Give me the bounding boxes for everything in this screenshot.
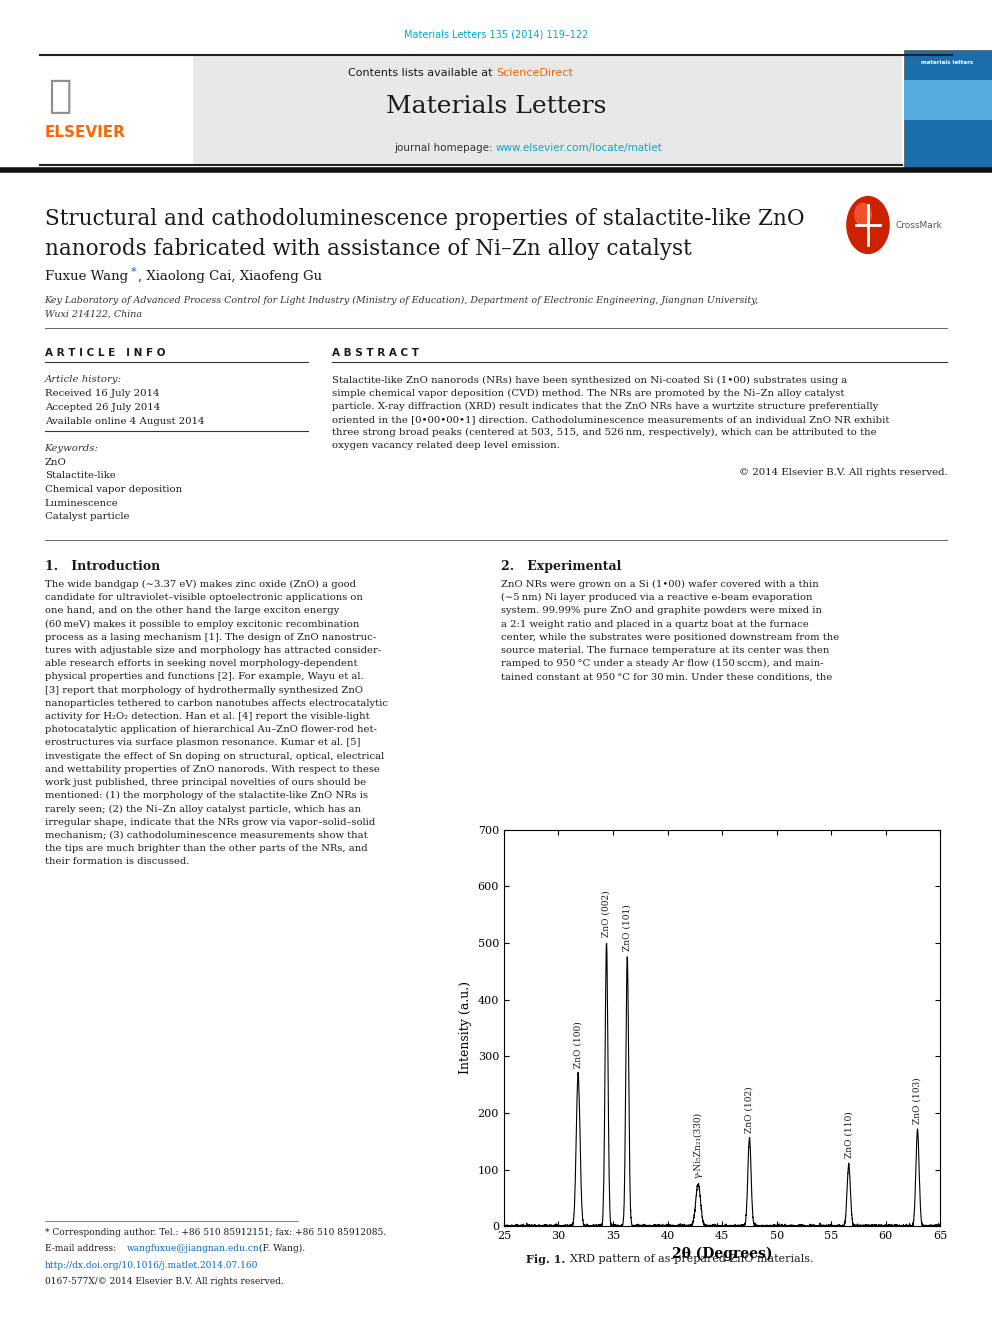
Text: The wide bandgap (∼3.37 eV) makes zinc oxide (ZnO) a good: The wide bandgap (∼3.37 eV) makes zinc o… [45, 579, 356, 589]
Text: tures with adjustable size and morphology has attracted consider-: tures with adjustable size and morpholog… [45, 646, 381, 655]
Text: particle. X-ray diffraction (XRD) result indicates that the ZnO NRs have a wurtz: particle. X-ray diffraction (XRD) result… [332, 402, 879, 411]
Text: oxygen vacancy related deep level emission.: oxygen vacancy related deep level emissi… [332, 441, 560, 450]
Text: ramped to 950 °C under a steady Ar flow (150 sccm), and main-: ramped to 950 °C under a steady Ar flow … [501, 659, 823, 668]
Text: Received 16 July 2014: Received 16 July 2014 [45, 389, 159, 398]
Text: ZnO (101): ZnO (101) [623, 905, 632, 951]
Text: ZnO (110): ZnO (110) [844, 1111, 853, 1159]
Text: wangfuxue@jiangnan.edu.cn: wangfuxue@jiangnan.edu.cn [127, 1244, 260, 1253]
Bar [904, 50, 992, 169]
Text: (60 meV) makes it possible to employ excitonic recombination: (60 meV) makes it possible to employ exc… [45, 619, 359, 628]
Text: Contents lists available at: Contents lists available at [348, 67, 496, 78]
Text: CrossMark: CrossMark [896, 221, 942, 229]
Text: http://dx.doi.org/10.1016/j.matlet.2014.07.160: http://dx.doi.org/10.1016/j.matlet.2014.… [45, 1261, 258, 1270]
Text: Fig. 1.: Fig. 1. [526, 1254, 565, 1265]
Text: candidate for ultraviolet–visible optoelectronic applications on: candidate for ultraviolet–visible optoel… [45, 593, 362, 602]
Bar [40, 56, 902, 165]
Text: and wettability properties of ZnO nanorods. With respect to these: and wettability properties of ZnO nanoro… [45, 765, 380, 774]
Text: Catalyst particle: Catalyst particle [45, 512, 129, 521]
Text: ZnO (102): ZnO (102) [745, 1086, 754, 1132]
Text: one hand, and on the other hand the large exciton energy: one hand, and on the other hand the larg… [45, 606, 339, 615]
Text: ✶: ✶ [48, 78, 71, 115]
Text: www.elsevier.com/locate/matlet: www.elsevier.com/locate/matlet [496, 143, 663, 153]
Text: ZnO (100): ZnO (100) [573, 1021, 582, 1068]
Text: ZnO (103): ZnO (103) [913, 1078, 922, 1125]
Text: mentioned: (1) the morphology of the stalactite-like ZnO NRs is: mentioned: (1) the morphology of the sta… [45, 791, 368, 800]
Text: work just published, three principal novelties of ours should be: work just published, three principal nov… [45, 778, 366, 787]
Text: nanoparticles tethered to carbon nanotubes affects electrocatalytic: nanoparticles tethered to carbon nanotub… [45, 699, 388, 708]
Text: Article history:: Article history: [45, 374, 122, 384]
Text: XRD pattern of as-prepared ZnO materials.: XRD pattern of as-prepared ZnO materials… [563, 1254, 814, 1265]
Text: system. 99.99% pure ZnO and graphite powders were mixed in: system. 99.99% pure ZnO and graphite pow… [501, 606, 822, 615]
Text: , Xiaolong Cai, Xiaofeng Gu: , Xiaolong Cai, Xiaofeng Gu [138, 270, 322, 283]
Text: 0167-577X/© 2014 Elsevier B.V. All rights reserved.: 0167-577X/© 2014 Elsevier B.V. All right… [45, 1277, 284, 1286]
Text: Materials Letters 135 (2014) 119–122: Materials Letters 135 (2014) 119–122 [404, 29, 588, 40]
Text: materials letters: materials letters [922, 60, 973, 65]
Text: Accepted 26 July 2014: Accepted 26 July 2014 [45, 404, 160, 411]
Text: able research efforts in seeking novel morphology-dependent: able research efforts in seeking novel m… [45, 659, 357, 668]
Text: physical properties and functions [2]. For example, Wayu et al.: physical properties and functions [2]. F… [45, 672, 363, 681]
Text: (F. Wang).: (F. Wang). [256, 1244, 306, 1253]
Text: investigate the effect of Sn doping on structural, optical, electrical: investigate the effect of Sn doping on s… [45, 751, 384, 761]
Circle shape [854, 202, 872, 226]
Text: ZnO: ZnO [45, 458, 66, 467]
Text: erostructures via surface plasmon resonance. Kumar et al. [5]: erostructures via surface plasmon resona… [45, 738, 360, 747]
Text: Wuxi 214122, China: Wuxi 214122, China [45, 310, 142, 319]
Text: E-mail address:: E-mail address: [45, 1244, 119, 1253]
Text: irregular shape, indicate that the NRs grow via vapor–solid–solid: irregular shape, indicate that the NRs g… [45, 818, 375, 827]
Text: A R T I C L E   I N F O: A R T I C L E I N F O [45, 348, 165, 359]
Text: simple chemical vapor deposition (CVD) method. The NRs are promoted by the Ni–Zn: simple chemical vapor deposition (CVD) m… [332, 389, 845, 398]
Text: tained constant at 950 °C for 30 min. Under these conditions, the: tained constant at 950 °C for 30 min. Un… [501, 672, 832, 681]
Text: Materials Letters: Materials Letters [386, 95, 606, 118]
Text: Keywords:: Keywords: [45, 445, 98, 452]
Text: ELSEVIER: ELSEVIER [45, 124, 126, 140]
Text: ZnO (002): ZnO (002) [602, 890, 611, 937]
Text: oriented in the [0•00•00•1] direction. Cathodoluminescence measurements of an in: oriented in the [0•00•00•1] direction. C… [332, 415, 890, 423]
Text: © 2014 Elsevier B.V. All rights reserved.: © 2014 Elsevier B.V. All rights reserved… [739, 468, 947, 478]
Text: center, while the substrates were positioned downstream from the: center, while the substrates were positi… [501, 632, 839, 642]
Text: γ-Ni₅Zn₂₁(330): γ-Ni₅Zn₂₁(330) [693, 1113, 702, 1179]
X-axis label: 2θ (Degrees): 2θ (Degrees) [672, 1246, 773, 1261]
Text: 1.   Introduction: 1. Introduction [45, 560, 160, 573]
Text: (∼5 nm) Ni layer produced via a reactive e-beam evaporation: (∼5 nm) Ni layer produced via a reactive… [501, 593, 812, 602]
Text: A B S T R A C T: A B S T R A C T [332, 348, 420, 359]
Text: Fuxue Wang: Fuxue Wang [45, 270, 128, 283]
Text: the tips are much brighter than the other parts of the NRs, and: the tips are much brighter than the othe… [45, 844, 367, 853]
Text: Structural and cathodoluminescence properties of stalactite-like ZnO: Structural and cathodoluminescence prope… [45, 208, 805, 230]
Text: three strong broad peaks (centered at 503, 515, and 526 nm, respectively), which: three strong broad peaks (centered at 50… [332, 429, 877, 437]
Text: mechanism; (3) cathodoluminescence measurements show that: mechanism; (3) cathodoluminescence measu… [45, 831, 367, 840]
Bar [40, 56, 193, 165]
Text: process as a lasing mechanism [1]. The design of ZnO nanostruc-: process as a lasing mechanism [1]. The d… [45, 632, 376, 642]
Text: journal homepage:: journal homepage: [394, 143, 496, 153]
Text: Key Laboratory of Advanced Process Control for Light Industry (Ministry of Educa: Key Laboratory of Advanced Process Contr… [45, 296, 759, 306]
Bar [904, 79, 992, 120]
Text: ScienceDirect: ScienceDirect [496, 67, 572, 78]
Text: their formation is discussed.: their formation is discussed. [45, 857, 189, 867]
Y-axis label: Intensity (a.u.): Intensity (a.u.) [459, 982, 472, 1074]
Text: nanorods fabricated with assistance of Ni–Zn alloy catalyst: nanorods fabricated with assistance of N… [45, 238, 691, 261]
Circle shape [846, 196, 890, 254]
Text: photocatalytic application of hierarchical Au–ZnO flower-rod het-: photocatalytic application of hierarchic… [45, 725, 377, 734]
Text: a 2:1 weight ratio and placed in a quartz boat at the furnace: a 2:1 weight ratio and placed in a quart… [501, 619, 808, 628]
Text: Chemical vapor deposition: Chemical vapor deposition [45, 486, 182, 493]
Text: source material. The furnace temperature at its center was then: source material. The furnace temperature… [501, 646, 829, 655]
Text: Available online 4 August 2014: Available online 4 August 2014 [45, 417, 204, 426]
Text: [3] report that morphology of hydrothermally synthesized ZnO: [3] report that morphology of hydrotherm… [45, 685, 363, 695]
Text: * Corresponding author. Tel.: +86 510 85912151; fax: +86 510 85912085.: * Corresponding author. Tel.: +86 510 85… [45, 1228, 386, 1237]
Text: 2.   Experimental: 2. Experimental [501, 560, 621, 573]
Text: Stalactite-like: Stalactite-like [45, 471, 115, 480]
Text: rarely seen; (2) the Ni–Zn alloy catalyst particle, which has an: rarely seen; (2) the Ni–Zn alloy catalys… [45, 804, 361, 814]
Text: ZnO NRs were grown on a Si (1•00) wafer covered with a thin: ZnO NRs were grown on a Si (1•00) wafer … [501, 579, 818, 589]
Text: *: * [131, 267, 137, 277]
Text: activity for H₂O₂ detection. Han et al. [4] report the visible-light: activity for H₂O₂ detection. Han et al. … [45, 712, 369, 721]
Text: Stalactite-like ZnO nanorods (NRs) have been synthesized on Ni-coated Si (1•00) : Stalactite-like ZnO nanorods (NRs) have … [332, 376, 847, 385]
Text: Luminescence: Luminescence [45, 499, 118, 508]
